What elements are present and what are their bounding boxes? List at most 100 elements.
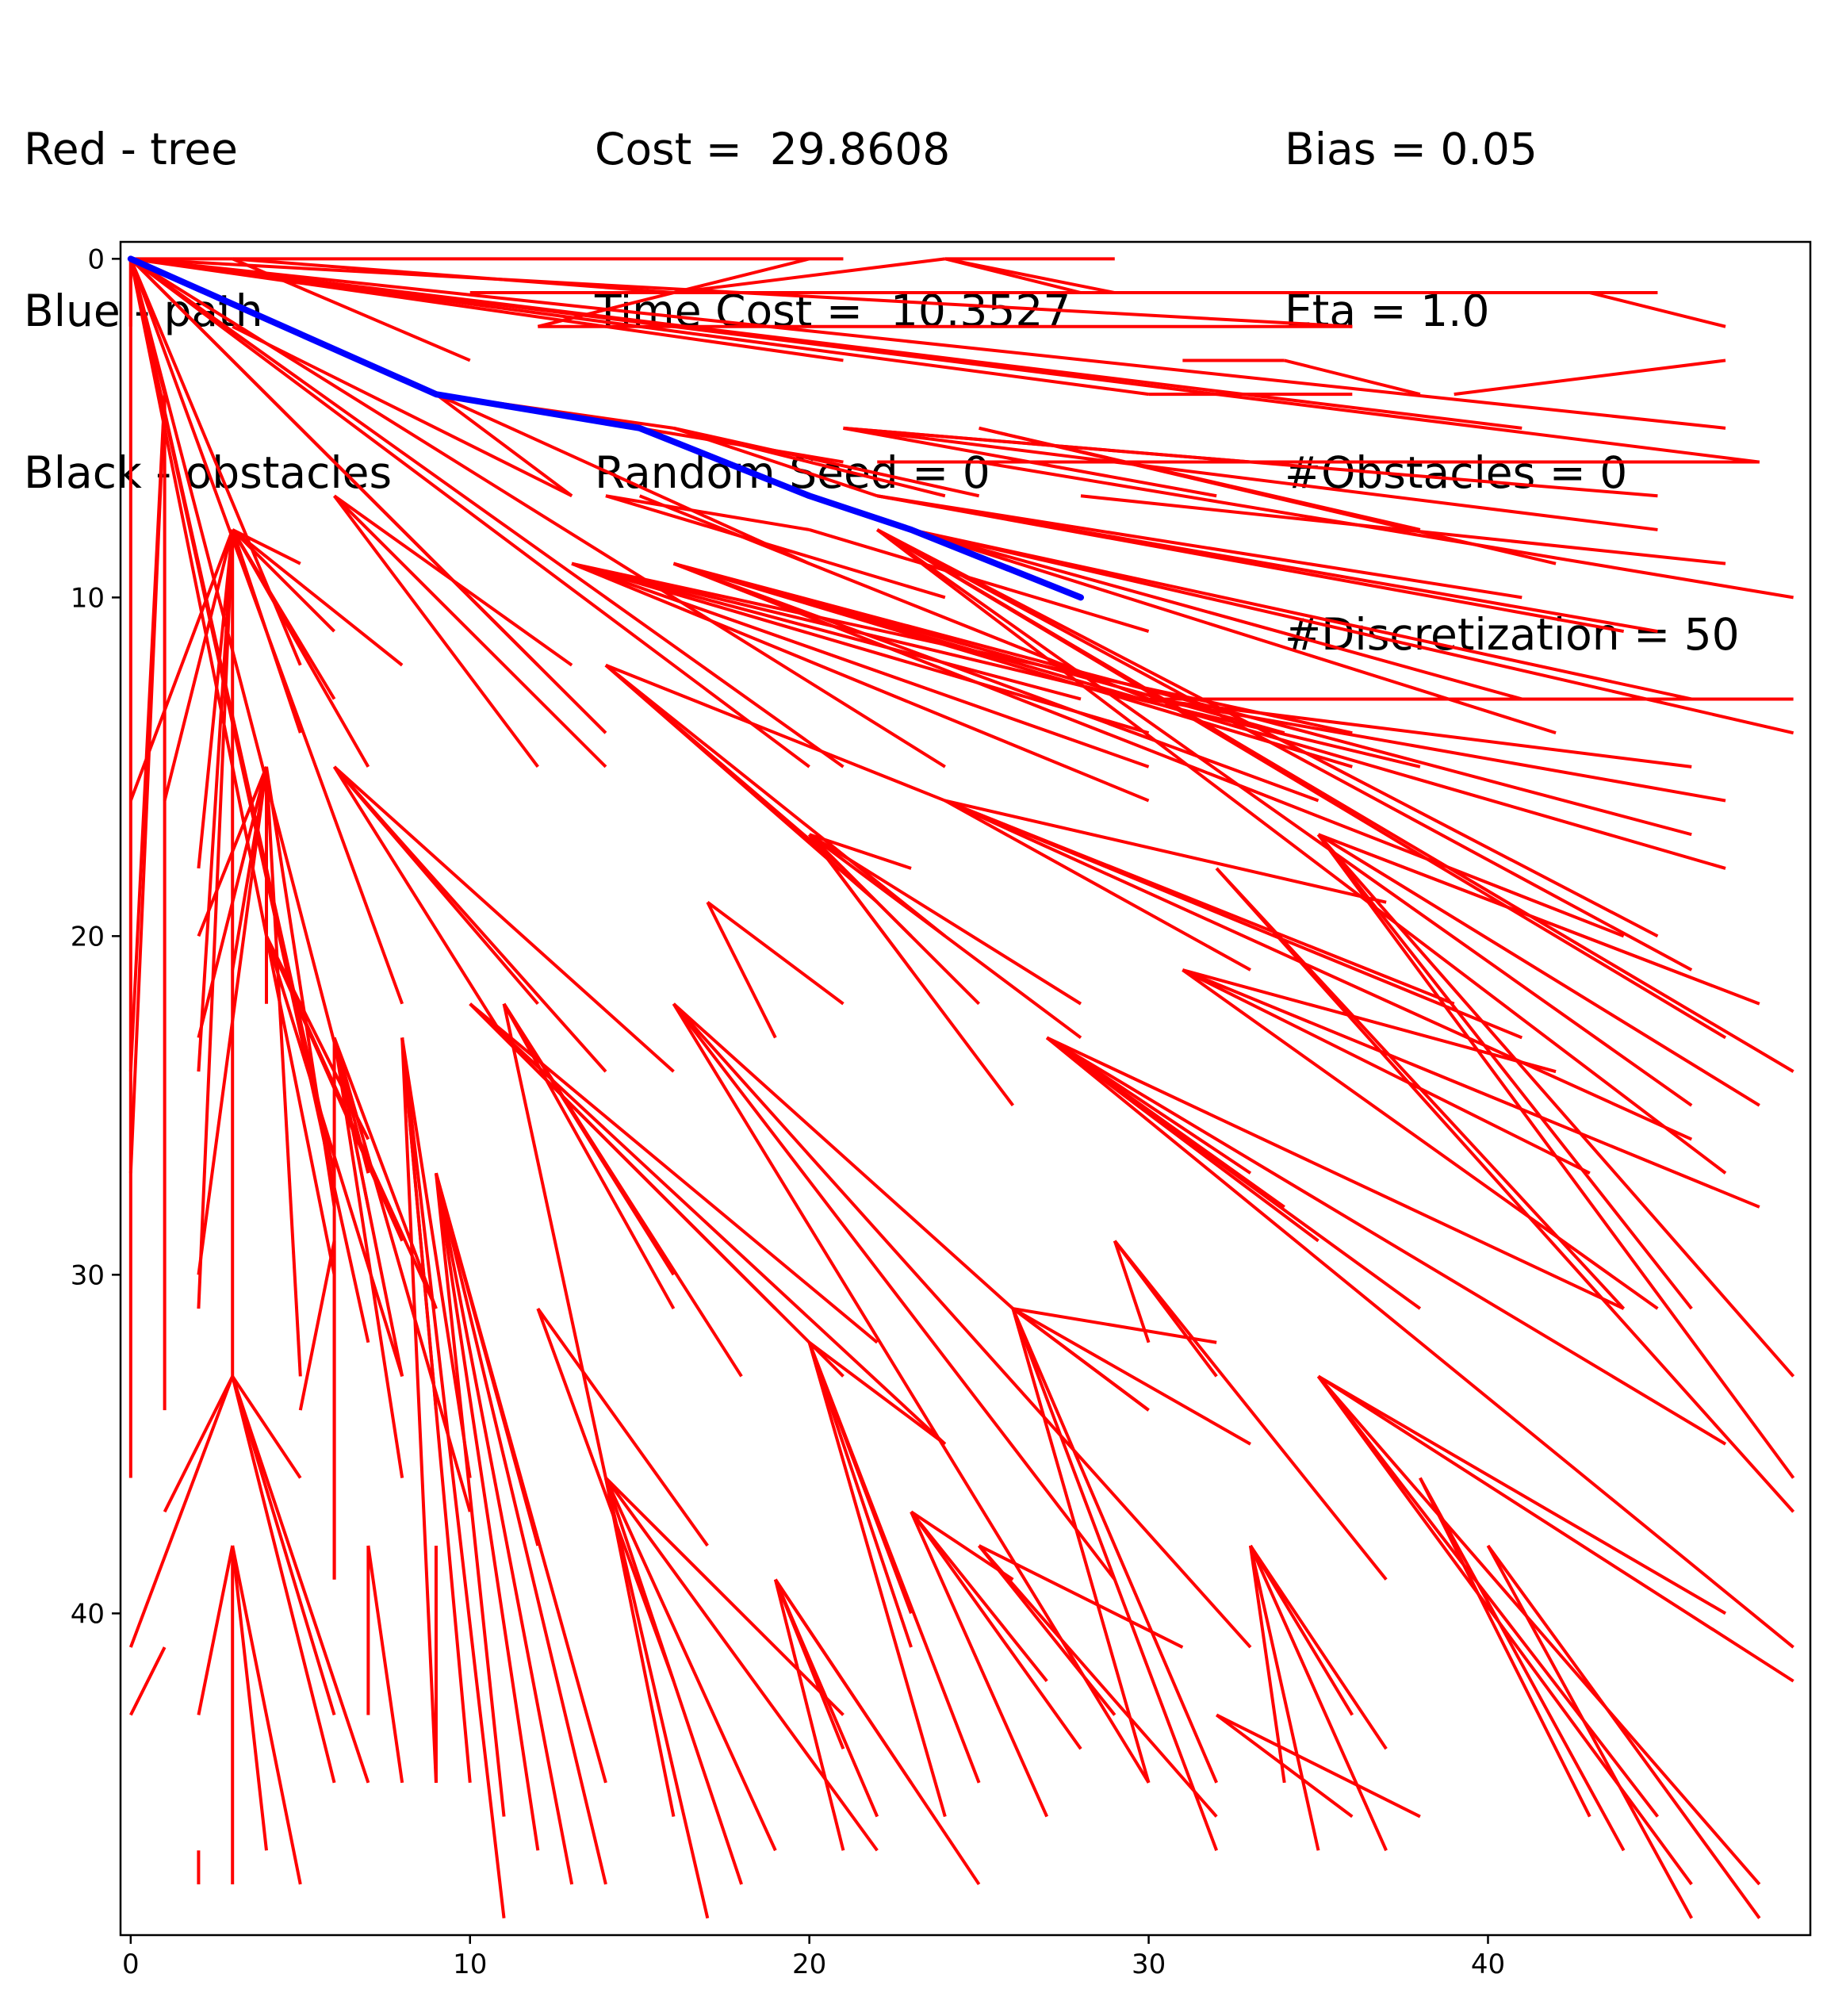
tree-edge	[128, 258, 302, 666]
tree-edge	[1012, 1307, 1150, 1412]
tree-edge	[128, 1375, 235, 1648]
tree-edge	[910, 1511, 1049, 1818]
tree-edge	[672, 1002, 1252, 1649]
tree-edge	[1248, 1545, 1320, 1851]
tree-edge	[1046, 1036, 1422, 1310]
tree-edge	[502, 1003, 607, 1478]
tree-edge	[1486, 1544, 1693, 1919]
tree-edge	[978, 1544, 1184, 1649]
tree-edge	[876, 528, 1794, 1073]
tree-edge	[706, 901, 777, 1039]
tree-edge	[197, 766, 268, 937]
tree-edge	[843, 426, 1217, 498]
tree-edge	[1045, 1036, 1794, 1649]
tree-edge	[910, 1510, 1048, 1683]
tree-edge	[808, 833, 913, 937]
tree-edge	[1317, 1374, 1794, 1683]
path-line	[127, 255, 1084, 601]
tree-edge	[604, 1477, 879, 1852]
tree-edge	[333, 494, 573, 667]
tree-edge	[910, 528, 1522, 701]
tree-edge	[843, 426, 1658, 498]
tree-edge	[672, 1002, 1014, 1310]
tree-edge	[128, 394, 167, 1174]
tree-edge	[231, 1375, 302, 1479]
tree-edge	[400, 1037, 438, 1783]
tree-edge	[298, 1240, 336, 1411]
tree-edge	[944, 799, 1251, 972]
tree-edge	[129, 257, 810, 768]
tree-edge	[673, 257, 946, 295]
tree-edge	[197, 766, 268, 1275]
tree-edge	[944, 799, 1387, 904]
tree-edge	[876, 494, 1625, 634]
tree-edge	[469, 1002, 777, 1310]
tree-edge	[435, 393, 573, 497]
tree-edge	[876, 528, 1693, 1107]
tree-edge	[197, 529, 235, 869]
x-tick-label: 10	[453, 1949, 487, 1980]
cost-label: Cost = 29.8608	[595, 124, 951, 174]
tree-edge	[807, 1342, 947, 1818]
tree-edge	[1046, 1036, 1727, 1446]
tree-edge	[910, 1510, 1014, 1581]
tree-edge	[400, 1037, 472, 1478]
tree-edge	[128, 258, 336, 1275]
tree-edge	[197, 1545, 235, 1715]
tree-edge	[1317, 833, 1795, 1378]
tree-edge	[231, 528, 336, 700]
tree-edge	[605, 494, 946, 600]
y-tick-label: 10	[71, 582, 105, 614]
x-tick-label: 20	[792, 1949, 826, 1980]
tree-edge	[604, 664, 947, 937]
tree-edge	[605, 494, 810, 531]
tree-edge	[1046, 1036, 1625, 1310]
y-tick-label: 30	[71, 1259, 105, 1291]
tree-edge	[1317, 1375, 1761, 1886]
tree-edge	[129, 257, 946, 768]
y-axis-ticks: 0 10 20 30 40	[71, 243, 121, 1630]
tree-edge	[231, 1375, 336, 1716]
tree-edge	[605, 663, 946, 803]
tree-edge	[707, 901, 845, 1006]
discretization-label: #Discretization = 50	[1285, 609, 1740, 660]
tree-edge	[571, 561, 1150, 768]
tree-edge	[944, 257, 1116, 295]
tree-edge	[1317, 833, 1760, 1006]
tree-edge	[128, 258, 370, 1174]
tree-edge	[944, 799, 1693, 1141]
tree-edge	[843, 426, 1658, 531]
tree-edge	[502, 1002, 743, 1378]
tree-edge	[1454, 358, 1726, 397]
tree-edge	[1317, 833, 1760, 1107]
tree-edge	[638, 494, 1150, 701]
tree-edge	[435, 1172, 607, 1784]
tree-edge	[332, 765, 506, 1039]
tree-edge	[163, 1375, 234, 1513]
tree-edge	[604, 1477, 845, 1716]
tree-edge	[1249, 1544, 1388, 1750]
tree-edge	[366, 1545, 404, 1784]
tree-edge	[434, 1172, 540, 1851]
tree-edge	[231, 1375, 336, 1784]
tree-edge	[978, 1544, 1218, 1818]
tree-edge	[1419, 1477, 1591, 1818]
tree-edge	[571, 561, 1150, 803]
tree-edge	[876, 528, 1727, 1175]
tree-edge	[910, 1511, 1082, 1750]
tree-edge	[876, 528, 1693, 972]
tree-edge	[672, 561, 1726, 870]
tree-edge	[876, 528, 1659, 938]
tree-edge	[1248, 1545, 1286, 1784]
tree-edge	[808, 1341, 947, 1446]
tree-edge	[1080, 494, 1726, 565]
tree-edge	[434, 1172, 574, 1885]
tree-edge	[163, 529, 235, 802]
tree-edge	[400, 1037, 506, 1918]
tree-edge	[773, 1579, 845, 1851]
tree-edge	[808, 834, 913, 972]
tree-edge	[1113, 1240, 1388, 1581]
tree-edge	[910, 527, 1692, 701]
tree-edge	[1589, 291, 1726, 328]
tree-edge	[435, 1172, 607, 1885]
